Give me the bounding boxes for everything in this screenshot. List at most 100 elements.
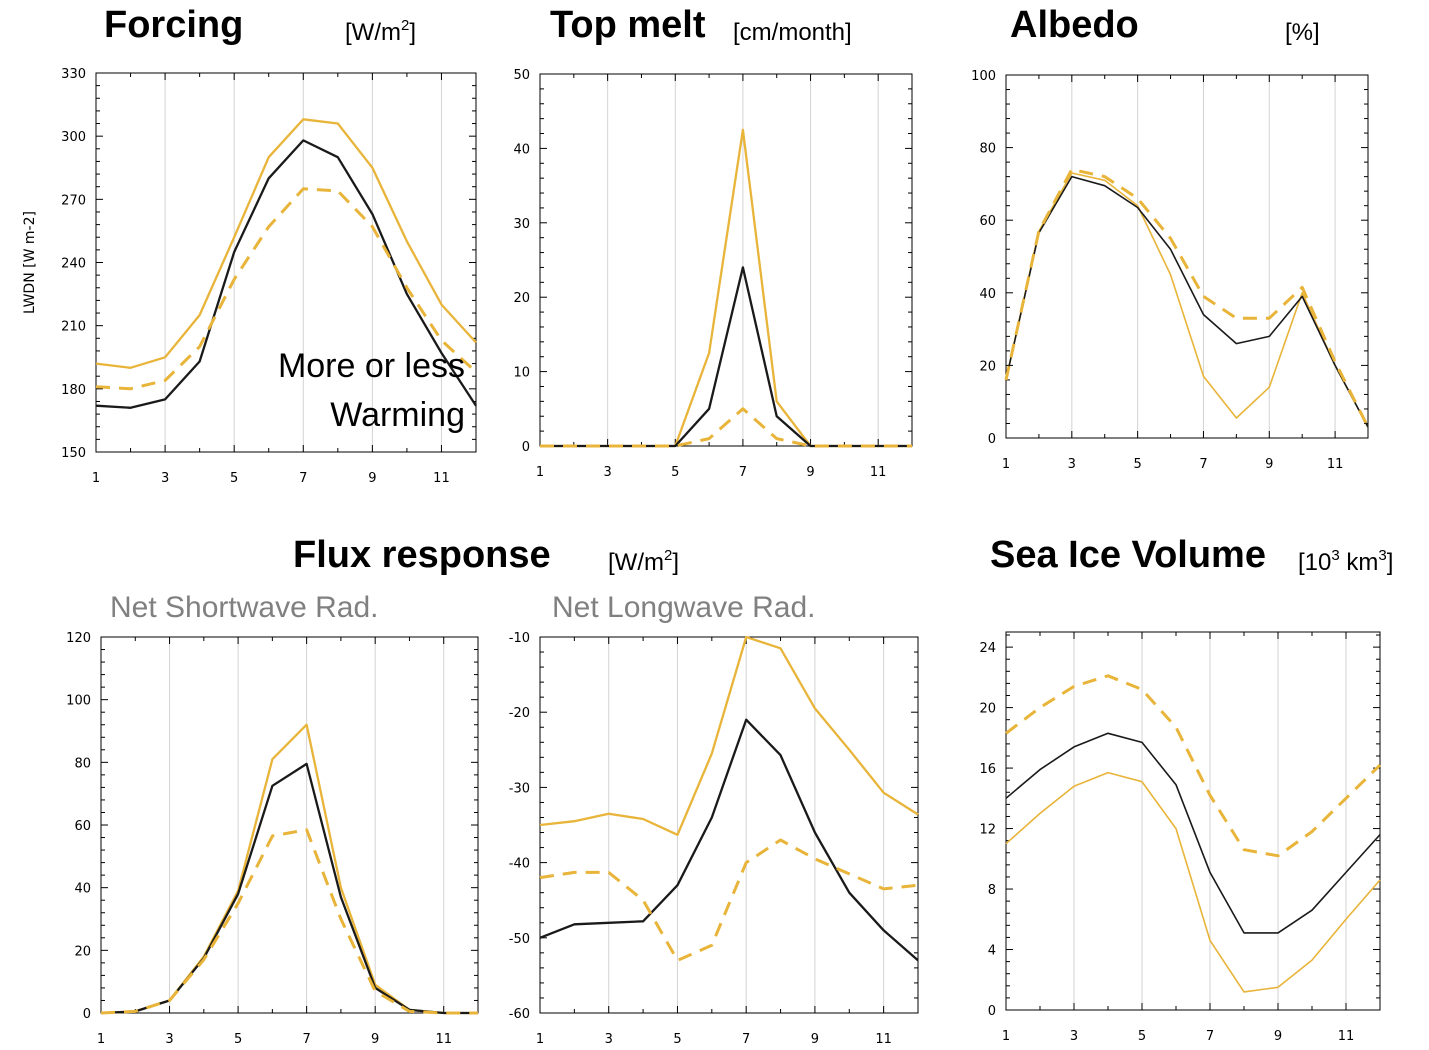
forcing-ytick-label: 270 (61, 193, 86, 208)
net_sw-ytick-label: 0 (83, 1007, 91, 1022)
volume-unit: [103 km3] (1298, 547, 1393, 576)
albedo-xtick-label: 11 (1327, 457, 1344, 472)
volume-ytick-label: 8 (988, 883, 996, 898)
forcing-title: Forcing (104, 4, 243, 46)
volume-panel: 1 3 5 7 9 11 0 4 8 12 16 20 24 (979, 631, 1382, 1044)
net_sw-ytick-label: 80 (74, 756, 91, 771)
forcing-series-gold-solid (95, 118, 477, 369)
volume-series-black-solid (1005, 732, 1381, 934)
volume-ytick-label: 4 (988, 944, 996, 959)
top_melt-xtick-label: 3 (603, 465, 611, 480)
top_melt-xtick-label: 9 (806, 465, 814, 480)
volume-series-gold-dashed (1005, 674, 1382, 858)
net_lw-xtick-label: 1 (536, 1032, 544, 1047)
albedo-ytick-label: 40 (979, 287, 996, 302)
net_lw-xtick-label: 5 (673, 1032, 681, 1047)
net_lw-series-gold-solid (539, 635, 919, 836)
albedo-xtick-label: 7 (1199, 457, 1207, 472)
albedo-xtick-label: 9 (1265, 457, 1273, 472)
top_melt-ytick-label: 30 (513, 217, 530, 232)
net_lw-ytick-label: -40 (509, 857, 530, 872)
top_melt-ytick-label: 10 (513, 366, 530, 381)
volume-xtick-label: 11 (1338, 1029, 1355, 1044)
net_sw-xtick-label: 9 (371, 1032, 379, 1047)
forcing-series-black-solid (95, 139, 477, 409)
net_lw-ytick-label: -30 (509, 781, 530, 796)
top_melt-xtick-label: 5 (671, 465, 679, 480)
albedo-series-gold-solid (1005, 172, 1369, 428)
top_melt-series-gold-solid (540, 128, 912, 448)
net_sw-series-black-solid (100, 762, 478, 1015)
albedo-ytick-label: 100 (971, 69, 996, 84)
top_melt-ytick-label: 40 (513, 142, 530, 157)
forcing-xtick-label: 1 (92, 471, 100, 486)
top_melt-ytick-label: 50 (513, 68, 530, 83)
net_lw-xtick-label: 7 (742, 1032, 750, 1047)
net_lw-ytick-label: -10 (509, 631, 530, 646)
net_lw-series-black-solid (539, 718, 919, 962)
albedo-panel: 1 3 5 7 9 11 0 20 40 60 80 100 (971, 69, 1370, 472)
top-melt-unit: [cm/month] (733, 19, 852, 46)
top_melt-series-gold-dashed (540, 407, 912, 448)
forcing-ytick-label: 150 (61, 446, 86, 461)
net_lw-xtick-label: 11 (875, 1032, 892, 1047)
net_lw-xtick-label: 3 (605, 1032, 613, 1047)
net_sw-xtick-label: 1 (97, 1032, 105, 1047)
forcing-ytick-label: 330 (61, 67, 86, 82)
net_sw-ytick-label: 20 (74, 944, 91, 959)
top_melt-frame (539, 73, 913, 447)
volume-ytick-label: 12 (979, 823, 996, 838)
net_sw-series-gold-solid (100, 723, 478, 1015)
flux-unit: [W/m2] (608, 547, 679, 576)
net_lw-ytick-label: -20 (509, 706, 530, 721)
net_lw-series-gold-dashed (539, 838, 919, 962)
forcing-unit: [W/m2] (345, 17, 416, 46)
volume-frame (1005, 631, 1381, 1011)
volume-xtick-label: 9 (1274, 1029, 1282, 1044)
forcing-xtick-label: 7 (299, 471, 307, 486)
annotation-line-1: More or less (278, 347, 465, 385)
forcing-xtick-label: 11 (433, 471, 450, 486)
albedo-series-black-solid (1005, 175, 1369, 428)
net-shortwave-subtitle: Net Shortwave Rad. (110, 591, 378, 624)
net_sw-ytick-label: 60 (74, 819, 91, 834)
net_sw-xtick-label: 5 (234, 1032, 242, 1047)
annotation-line-2: Warming (330, 396, 465, 434)
top_melt-panel: 1 3 5 7 9 11 0 10 20 30 40 50 (513, 68, 913, 480)
albedo-ytick-label: 80 (979, 142, 996, 157)
albedo-xtick-label: 3 (1068, 457, 1076, 472)
net_sw-xtick-label: 3 (165, 1032, 173, 1047)
net_lw-xtick-label: 9 (811, 1032, 819, 1047)
albedo-frame (1005, 74, 1369, 439)
volume-xtick-label: 1 (1002, 1029, 1010, 1044)
forcing-xtick-label: 9 (368, 471, 376, 486)
forcing-ytick-label: 180 (61, 383, 86, 398)
net_sw-ytick-label: 40 (74, 882, 91, 897)
forcing-panel: 1 3 5 7 9 11 150 180 210 240 270 300 330 LWDN [W m-2] (22, 67, 478, 486)
net_lw-ytick-label: -50 (509, 932, 530, 947)
forcing-ylabel: LWDN [W m-2] (22, 211, 38, 314)
net_sw-panel: 1 3 5 7 9 11 0 20 40 60 80 100 120 (66, 631, 479, 1047)
volume-title: Sea Ice Volume (990, 534, 1266, 576)
top_melt-ytick-label: 20 (513, 291, 530, 306)
volume-xtick-label: 5 (1138, 1029, 1146, 1044)
top_melt-ytick-label: 0 (522, 440, 530, 455)
net-longwave-subtitle: Net Longwave Rad. (552, 591, 816, 624)
albedo-unit: [%] (1285, 19, 1320, 46)
net_sw-xtick-label: 7 (302, 1032, 310, 1047)
net_sw-frame (100, 636, 479, 1014)
top_melt-xtick-label: 11 (870, 465, 887, 480)
volume-ytick-label: 24 (979, 641, 996, 656)
albedo-ytick-label: 0 (988, 432, 996, 447)
albedo-title: Albedo (1010, 4, 1139, 46)
albedo-ytick-label: 60 (979, 214, 996, 229)
net_lw-panel: 1 3 5 7 9 11 -60 -50 -40 -30 -20 -10 (509, 631, 919, 1047)
albedo-ytick-label: 20 (979, 359, 996, 374)
top_melt-xtick-label: 7 (739, 465, 747, 480)
forcing-ytick-label: 240 (61, 257, 86, 272)
albedo-xtick-label: 5 (1133, 457, 1141, 472)
net_sw-xtick-label: 11 (435, 1032, 452, 1047)
top_melt-xtick-label: 1 (536, 465, 544, 480)
